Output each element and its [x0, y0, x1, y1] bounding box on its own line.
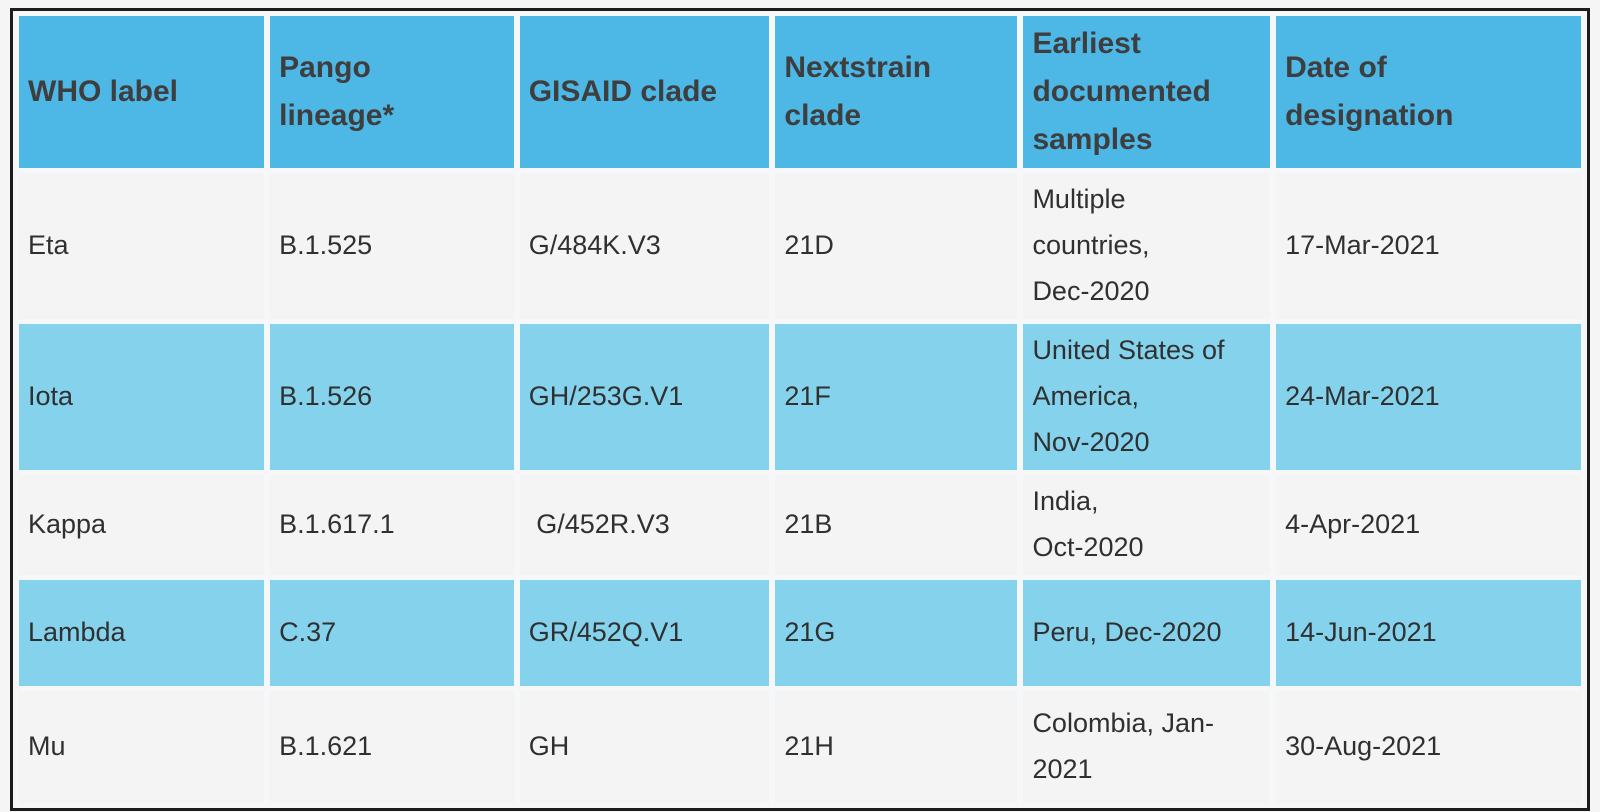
cell-pango-lineage: C.37: [270, 579, 514, 686]
cell-earliest-samples: India, Oct-2020: [1023, 474, 1271, 575]
cell-who-label: Kappa: [19, 474, 265, 575]
column-header-earliest-samples: Earliest documented samples: [1023, 16, 1271, 168]
cell-earliest-samples: Peru, Dec-2020: [1023, 579, 1271, 686]
header-row: WHO label Pango lineage* GISAID clade Ne…: [19, 16, 1581, 168]
table-row: Kappa B.1.617.1 G/452R.V3 21B India, Oct…: [19, 474, 1581, 575]
cell-gisaid-clade: GR/452Q.V1: [519, 579, 770, 686]
cell-pango-lineage: B.1.617.1: [270, 474, 514, 575]
cell-date-designation: 24-Mar-2021: [1276, 324, 1581, 470]
table-row: Eta B.1.525 G/484K.V3 21D Multiple count…: [19, 173, 1581, 319]
cell-date-designation: 4-Apr-2021: [1276, 474, 1581, 575]
cell-gisaid-clade: G/484K.V3: [519, 173, 770, 319]
cell-earliest-samples: Colombia, Jan- 2021: [1023, 690, 1271, 803]
cell-nextstrain-clade: 21H: [775, 690, 1018, 803]
column-header-who-label: WHO label: [19, 16, 265, 168]
table-frame: WHO label Pango lineage* GISAID clade Ne…: [10, 8, 1590, 811]
column-header-pango-lineage: Pango lineage*: [270, 16, 514, 168]
cell-gisaid-clade: G/452R.V3: [519, 474, 770, 575]
cell-who-label: Lambda: [19, 579, 265, 686]
cell-pango-lineage: B.1.525: [270, 173, 514, 319]
cell-who-label: Mu: [19, 690, 265, 803]
cell-nextstrain-clade: 21G: [775, 579, 1018, 686]
cell-pango-lineage: B.1.526: [270, 324, 514, 470]
cell-who-label: Iota: [19, 324, 265, 470]
cell-date-designation: 17-Mar-2021: [1276, 173, 1581, 319]
cell-pango-lineage: B.1.621: [270, 690, 514, 803]
cell-gisaid-clade: GH: [519, 690, 770, 803]
table-row: Lambda C.37 GR/452Q.V1 21G Peru, Dec-202…: [19, 579, 1581, 686]
cell-nextstrain-clade: 21B: [775, 474, 1018, 575]
cell-earliest-samples: United States of America, Nov-2020: [1023, 324, 1271, 470]
column-header-date-designation: Date of designation: [1276, 16, 1581, 168]
cell-nextstrain-clade: 21F: [775, 324, 1018, 470]
cell-gisaid-clade: GH/253G.V1: [519, 324, 770, 470]
cell-who-label: Eta: [19, 173, 265, 319]
variants-of-interest-table: WHO label Pango lineage* GISAID clade Ne…: [13, 11, 1587, 808]
table-row: Mu B.1.621 GH 21H Colombia, Jan- 2021 30…: [19, 690, 1581, 803]
table-row: Iota B.1.526 GH/253G.V1 21F United State…: [19, 324, 1581, 470]
column-header-nextstrain-clade: Nextstrain clade: [775, 16, 1018, 168]
cell-date-designation: 14-Jun-2021: [1276, 579, 1581, 686]
cell-nextstrain-clade: 21D: [775, 173, 1018, 319]
cell-date-designation: 30-Aug-2021: [1276, 690, 1581, 803]
cell-earliest-samples: Multiple countries, Dec-2020: [1023, 173, 1271, 319]
column-header-gisaid-clade: GISAID clade: [519, 16, 770, 168]
